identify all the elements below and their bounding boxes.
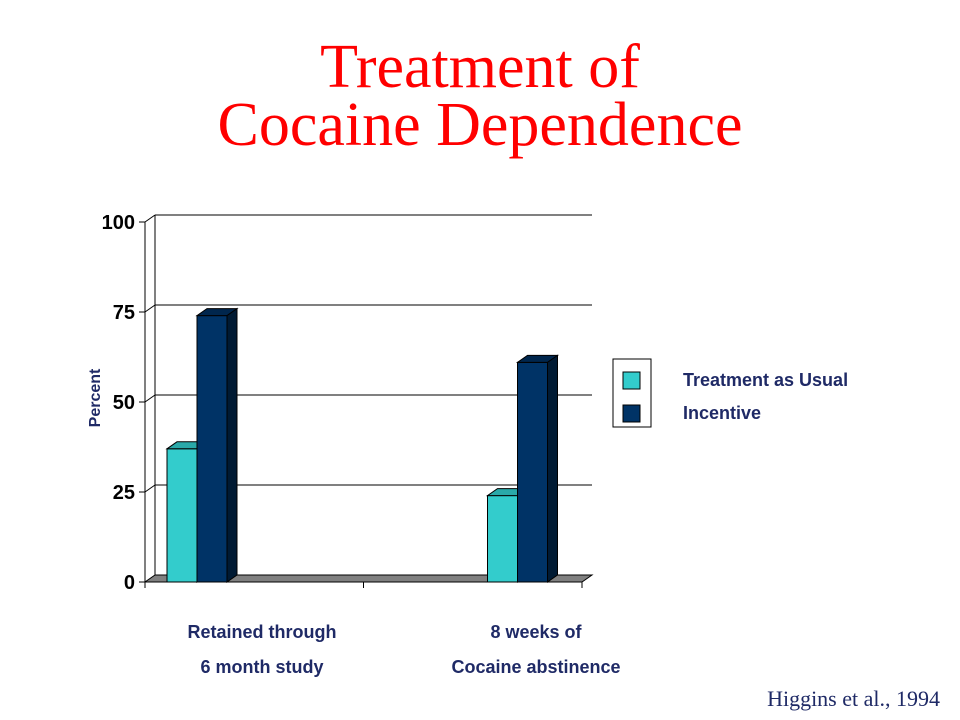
bar-tau (166, 448, 198, 583)
category-labels: Retained through 6 month study 8 weeks of C… (188, 622, 621, 677)
y-tick-label: 25 (113, 482, 135, 504)
legend-swatch (622, 404, 641, 423)
bar-side (226, 307, 238, 583)
category-label: Retained through (188, 622, 337, 642)
y-tick-labels: 0 25 50 75 100 (102, 212, 135, 594)
bar-incentive (196, 315, 228, 583)
category-label: 8 weeks of (490, 622, 582, 642)
legend-label: Incentive (683, 403, 761, 423)
citation: Higgins et al., 1994 (767, 686, 940, 711)
y-tick-label: 100 (102, 212, 135, 234)
gridline-side (144, 484, 156, 493)
gridline-side (144, 394, 156, 403)
gridline-side (144, 214, 156, 223)
slide-title: Treatment of Cocaine Dependence (0, 33, 960, 159)
chart-floor (143, 574, 594, 583)
bar-incentive (517, 361, 548, 583)
bar-tau (487, 495, 518, 583)
title-line-2: Cocaine Dependence (217, 91, 743, 159)
legend-label: Treatment as Usual (683, 370, 848, 390)
category-label: Cocaine abstinence (451, 657, 620, 677)
legend: Treatment as Usual Incentive (612, 358, 848, 428)
gridline-side (144, 304, 156, 313)
axes (139, 215, 594, 588)
y-tick-label: 75 (113, 302, 135, 324)
bars (165, 307, 560, 583)
y-tick-label: 0 (124, 572, 135, 594)
title-line-1: Treatment of (320, 33, 640, 101)
y-tick-label: 50 (113, 392, 135, 414)
bar-side (547, 354, 558, 583)
y-axis-label: Percent (87, 368, 104, 427)
category-label: 6 month study (200, 657, 323, 677)
legend-swatch (622, 371, 641, 390)
